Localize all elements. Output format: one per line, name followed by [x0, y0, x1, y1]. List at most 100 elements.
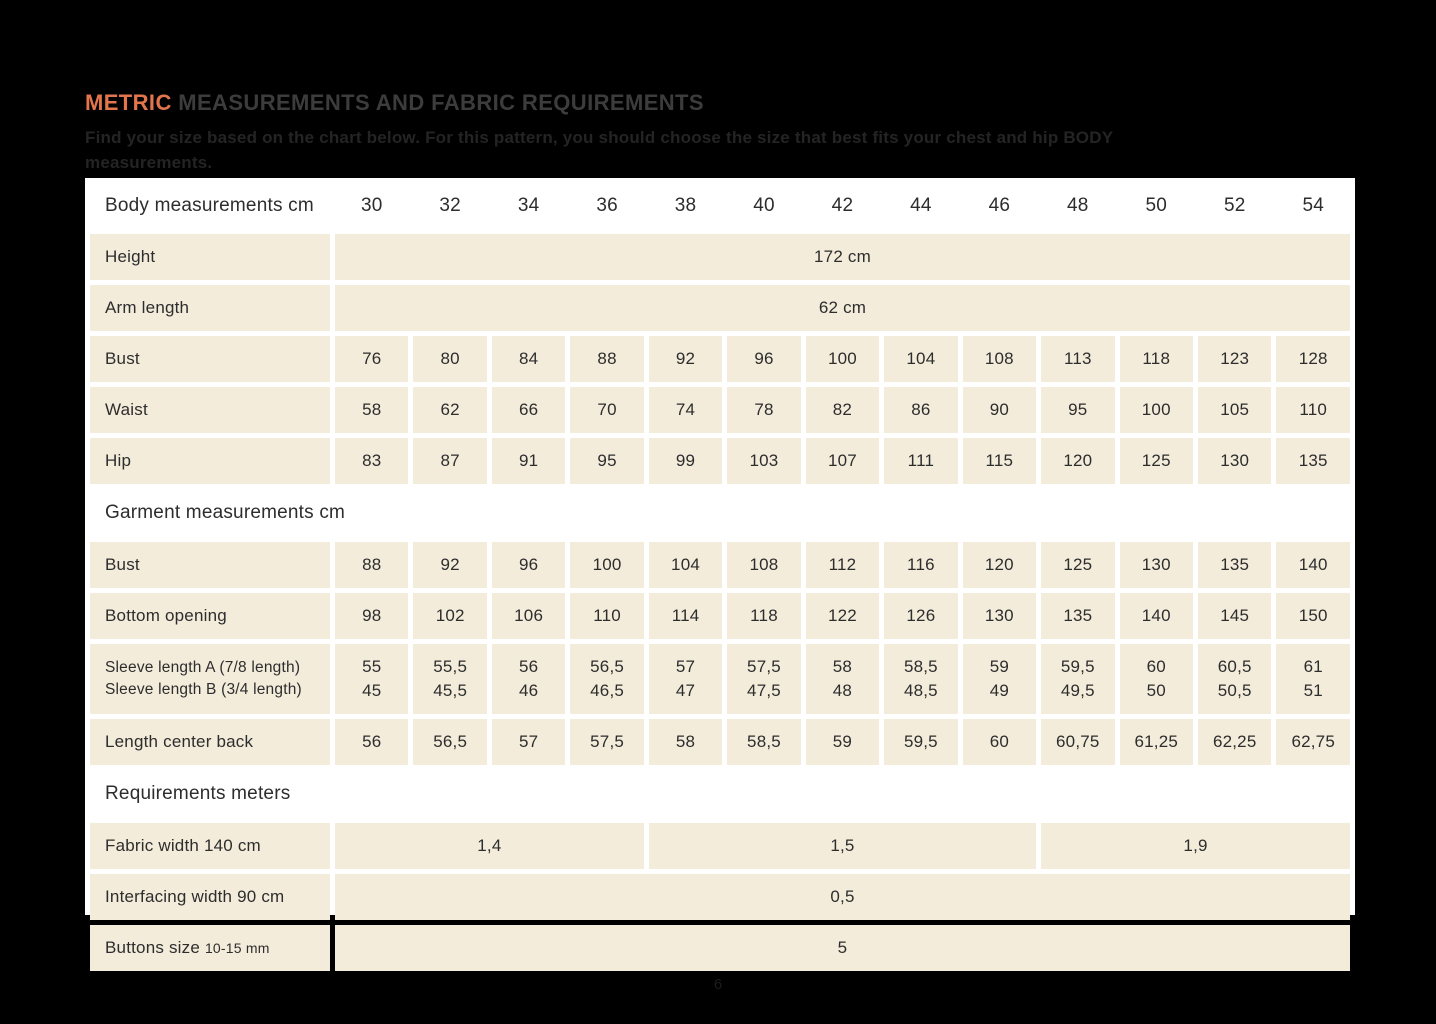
size-header-cell: 46	[962, 183, 1037, 229]
value-cell: 116	[884, 542, 958, 588]
row-label: Bust	[90, 542, 330, 588]
value-cell: 103	[727, 438, 801, 484]
value-cell: 130	[1197, 438, 1272, 484]
value-cell: 106	[491, 593, 566, 639]
value-cell: 120	[1041, 438, 1115, 484]
value-cell: 113	[1041, 336, 1115, 382]
value-cell: 92	[413, 542, 487, 588]
section-header-row: Garment measurements cm	[90, 489, 1350, 537]
header-label: Body measurements cm	[90, 183, 330, 229]
value-cell: 140	[1276, 542, 1350, 588]
value-cell: 62,25	[1197, 719, 1272, 765]
value-cell: 61,25	[1119, 719, 1193, 765]
row-label: Waist	[90, 387, 330, 433]
value-cell: 102	[413, 593, 487, 639]
value-cell: 114	[648, 593, 723, 639]
value-cell: 118	[727, 593, 801, 639]
value-cell: 60,5 50,5	[1197, 644, 1272, 714]
size-header-cell: 52	[1197, 183, 1272, 229]
size-table: Body measurements cm 30 32 34 36 38 40 42 44 46 48…	[85, 178, 1355, 976]
value-cell: 66	[491, 387, 566, 433]
value-cell: 111	[884, 438, 958, 484]
size-header-cell: 42	[805, 183, 880, 229]
value-cell: 100	[1119, 387, 1193, 433]
value-cell: 140	[1119, 593, 1193, 639]
table-row-two-line: Sleeve length A (7/8 length) Sleeve lengt…	[90, 644, 1350, 714]
table-header-row: Body measurements cm 30 32 34 36 38 40 42 44 46 48…	[90, 183, 1350, 229]
value-cell: 57,5 47,5	[727, 644, 801, 714]
section-label: Garment measurements cm	[90, 489, 1350, 537]
table-row: Length center back 56 56,5 57 57,5 58 58,5 59 59…	[90, 719, 1350, 765]
value-cell: 59	[805, 719, 880, 765]
value-cell: 56,5 46,5	[570, 644, 644, 714]
value-cell: 90	[962, 387, 1037, 433]
size-table-container: Body measurements cm 30 32 34 36 38 40 42 44 46 48…	[85, 178, 1355, 971]
size-header-cell: 30	[335, 183, 409, 229]
value-cell: 58,5	[727, 719, 801, 765]
value-cell: 108	[962, 336, 1037, 382]
value-cell: 60,75	[1041, 719, 1115, 765]
value-cell: 100	[570, 542, 644, 588]
value-cell: 112	[805, 542, 880, 588]
value-cell: 62	[413, 387, 487, 433]
value-cell: 56	[335, 719, 409, 765]
page-subtitle: Find your size based on the chart below.…	[85, 125, 1355, 175]
size-header-cell: 34	[491, 183, 566, 229]
size-header-cell: 44	[884, 183, 958, 229]
value-cell: 110	[1276, 387, 1350, 433]
value-cell: 70	[570, 387, 644, 433]
value-cell: 57	[491, 719, 566, 765]
subtitle-line-1: Find your size based on the chart below.…	[85, 128, 1114, 147]
value-cell: 105	[1197, 387, 1272, 433]
table-row: Bottom opening 98 102 106 110 114 118 122 126 130…	[90, 593, 1350, 639]
row-label: Buttons size 10-15 mm	[90, 925, 330, 971]
page-title: METRIC MEASUREMENTS AND FABRIC REQUIREME…	[85, 90, 1355, 116]
row-label: Fabric width 140 cm	[90, 823, 330, 869]
section-label: Requirements meters	[90, 770, 1350, 818]
value-cell: 125	[1041, 542, 1115, 588]
value-cell: 145	[1197, 593, 1272, 639]
value-cell: 125	[1119, 438, 1193, 484]
value-cell: 91	[491, 438, 566, 484]
value-cell: 58,5 48,5	[884, 644, 958, 714]
page-header: METRIC MEASUREMENTS AND FABRIC REQUIREME…	[85, 90, 1355, 175]
value-cell: 118	[1119, 336, 1193, 382]
value-cell: 84	[491, 336, 566, 382]
section-header-row: Requirements meters	[90, 770, 1350, 818]
size-header-cell: 36	[570, 183, 644, 229]
row-label: Height	[90, 234, 330, 280]
value-cell: 99	[648, 438, 723, 484]
table-row: Waist 58 62 66 70 74 78 82 86 90 95 100 105 110	[90, 387, 1350, 433]
table-row: Bust 76 80 84 88 92 96 100 104 108 113 118 123 128	[90, 336, 1350, 382]
row-label: Arm length	[90, 285, 330, 331]
merged-value-cell: 0,5	[335, 874, 1350, 920]
value-cell: 123	[1197, 336, 1272, 382]
table-row: Bust 88 92 96 100 104 108 112 116 120 125 130 135 140	[90, 542, 1350, 588]
title-rest: MEASUREMENTS AND FABRIC REQUIREMENTS	[171, 90, 704, 115]
value-cell: 58	[335, 387, 409, 433]
value-cell: 58 48	[805, 644, 880, 714]
value-cell: 76	[335, 336, 409, 382]
value-cell: 61 51	[1276, 644, 1350, 714]
value-cell: 150	[1276, 593, 1350, 639]
merged-value-cell: 5	[335, 925, 1350, 971]
table-row: Hip 83 87 91 95 99 103 107 111 115 120 125 130 135	[90, 438, 1350, 484]
value-cell: 96	[727, 336, 801, 382]
span-value-cell: 1,4	[335, 823, 644, 869]
subtitle-line-2: measurements.	[85, 153, 213, 172]
value-cell: 62,75	[1276, 719, 1350, 765]
value-cell: 135	[1041, 593, 1115, 639]
value-cell: 80	[413, 336, 487, 382]
value-cell: 130	[1119, 542, 1193, 588]
value-cell: 60 50	[1119, 644, 1193, 714]
table-row: Arm length 62 cm	[90, 285, 1350, 331]
value-cell: 55 45	[335, 644, 409, 714]
span-value-cell: 1,5	[648, 823, 1037, 869]
value-cell: 115	[962, 438, 1037, 484]
value-cell: 88	[335, 542, 409, 588]
value-cell: 57,5	[570, 719, 644, 765]
value-cell: 78	[727, 387, 801, 433]
value-cell: 110	[570, 593, 644, 639]
value-cell: 56,5	[413, 719, 487, 765]
size-header-cell: 50	[1119, 183, 1193, 229]
